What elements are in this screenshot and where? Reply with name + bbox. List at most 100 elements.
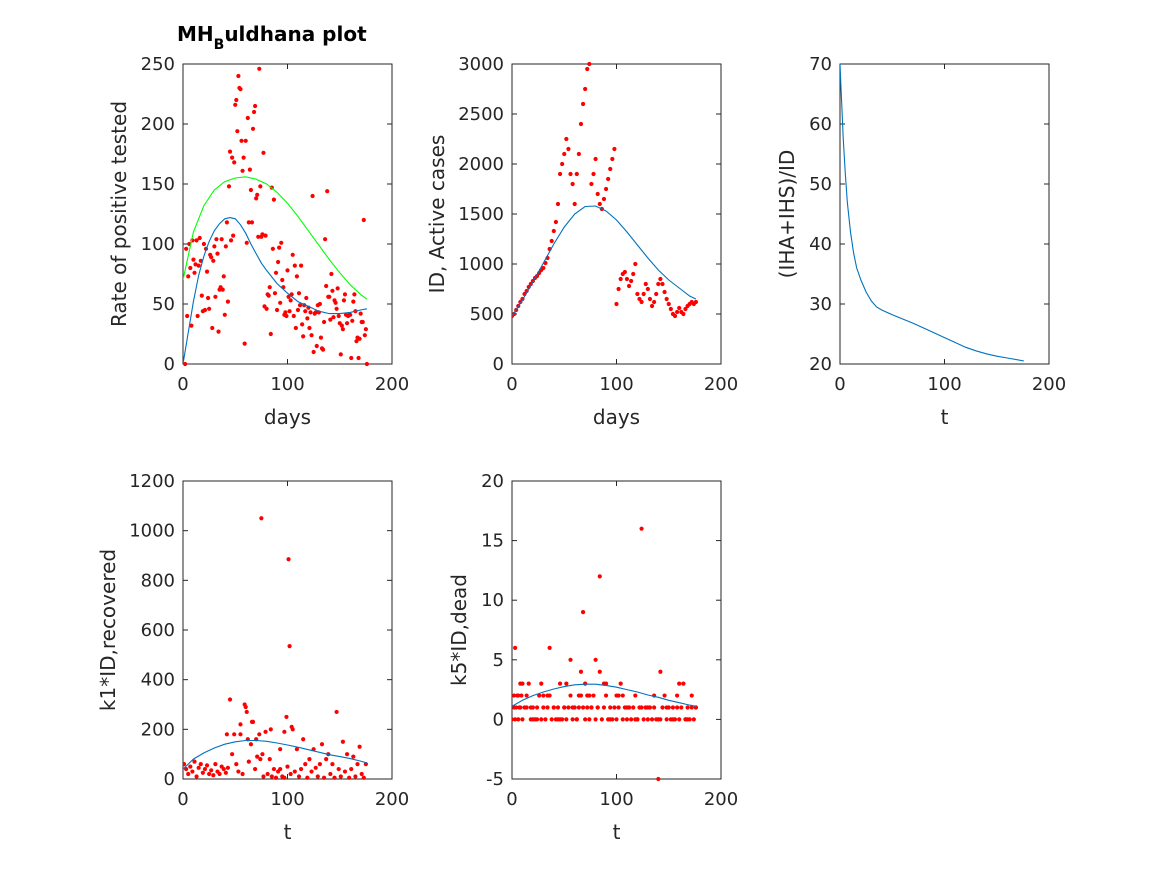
plot-title: MHBuldhana plot	[177, 22, 367, 53]
y-tick-label: 60	[809, 114, 832, 135]
data-point	[338, 352, 343, 357]
data-point	[340, 739, 345, 744]
data-point	[580, 101, 586, 107]
data-point	[516, 693, 521, 698]
data-point	[610, 156, 615, 162]
data-point	[601, 705, 607, 710]
data-point	[236, 769, 241, 774]
data-point	[287, 644, 292, 649]
data-point	[528, 705, 533, 710]
data-point	[639, 526, 644, 531]
data-point	[342, 769, 348, 774]
x-tick-label: 200	[704, 374, 738, 395]
data-point	[574, 171, 579, 177]
data-point	[677, 305, 682, 311]
y-axis-label: k5*ID,dead	[447, 574, 471, 686]
data-point	[232, 160, 237, 165]
data-point	[248, 742, 254, 747]
data-point	[205, 295, 211, 301]
data-point	[534, 705, 540, 710]
x-axis-label: t	[941, 405, 949, 429]
data-point	[539, 681, 544, 686]
data-point	[292, 263, 297, 268]
data-point	[223, 244, 228, 249]
data-point	[313, 310, 318, 315]
data-point	[194, 238, 199, 243]
data-point	[668, 306, 673, 312]
data-point	[283, 310, 288, 315]
data-point	[555, 705, 561, 710]
data-point	[652, 705, 657, 710]
data-point	[261, 150, 266, 155]
data-point	[226, 184, 232, 189]
chart-recovered: 0 100 200 0 200 400 600 800 1000 1200 t k1*ID,recov…	[96, 471, 409, 844]
data-point	[273, 270, 279, 275]
x-tick-label: 200	[375, 374, 409, 395]
data-point	[562, 705, 567, 710]
y-tick-label: 0	[164, 769, 175, 790]
data-point	[560, 161, 565, 167]
data-point	[247, 167, 252, 172]
data-point	[207, 771, 212, 777]
data-point	[186, 274, 191, 279]
data-point	[317, 301, 322, 307]
data-point	[689, 693, 694, 698]
y-tick-label: 600	[141, 620, 175, 641]
data-point	[660, 281, 665, 287]
data-point	[307, 325, 312, 331]
data-point	[624, 276, 630, 282]
x-axis-label: days	[264, 405, 311, 429]
data-point	[516, 717, 521, 722]
data-point	[331, 315, 336, 320]
data-point	[264, 306, 269, 311]
data-point	[230, 752, 235, 757]
data-point	[543, 717, 548, 722]
data-point	[541, 265, 546, 271]
data-point	[232, 732, 237, 737]
series-line	[512, 683, 697, 707]
data-point	[641, 717, 646, 722]
x-tick-label: 100	[599, 789, 633, 810]
data-point	[675, 309, 680, 315]
data-point	[298, 263, 304, 268]
y-tick-label: 0	[493, 709, 504, 730]
x-tick-label: 200	[704, 789, 738, 810]
data-point	[363, 762, 368, 767]
data-point	[336, 766, 341, 772]
data-point	[353, 774, 358, 779]
data-point	[513, 645, 518, 650]
y-tick-label: -5	[486, 769, 504, 790]
data-point	[645, 286, 650, 292]
data-point	[562, 151, 567, 157]
series-line	[183, 176, 368, 300]
data-point	[199, 293, 204, 298]
data-point	[293, 325, 298, 331]
data-point	[189, 323, 194, 328]
data-point	[568, 657, 573, 662]
data-point	[520, 681, 525, 686]
data-point	[198, 762, 203, 767]
data-point	[620, 717, 625, 722]
data-point	[597, 574, 602, 579]
data-point	[335, 286, 340, 291]
data-point	[301, 334, 306, 339]
data-point	[300, 322, 305, 327]
data-point	[361, 775, 366, 780]
data-point	[593, 156, 598, 162]
data-point	[585, 66, 590, 72]
data-point	[675, 705, 680, 710]
plot-area	[183, 66, 370, 367]
data-point	[248, 187, 254, 193]
data-point	[305, 775, 310, 780]
data-point	[616, 693, 621, 698]
data-point	[570, 717, 575, 722]
series-line	[840, 63, 1025, 362]
data-point	[307, 757, 312, 762]
x-tick-label: 0	[506, 374, 517, 395]
data-point	[225, 299, 231, 304]
data-point	[249, 220, 255, 225]
data-point	[227, 149, 233, 154]
data-point	[253, 103, 258, 109]
axes-box	[182, 63, 393, 365]
data-point	[263, 729, 268, 734]
